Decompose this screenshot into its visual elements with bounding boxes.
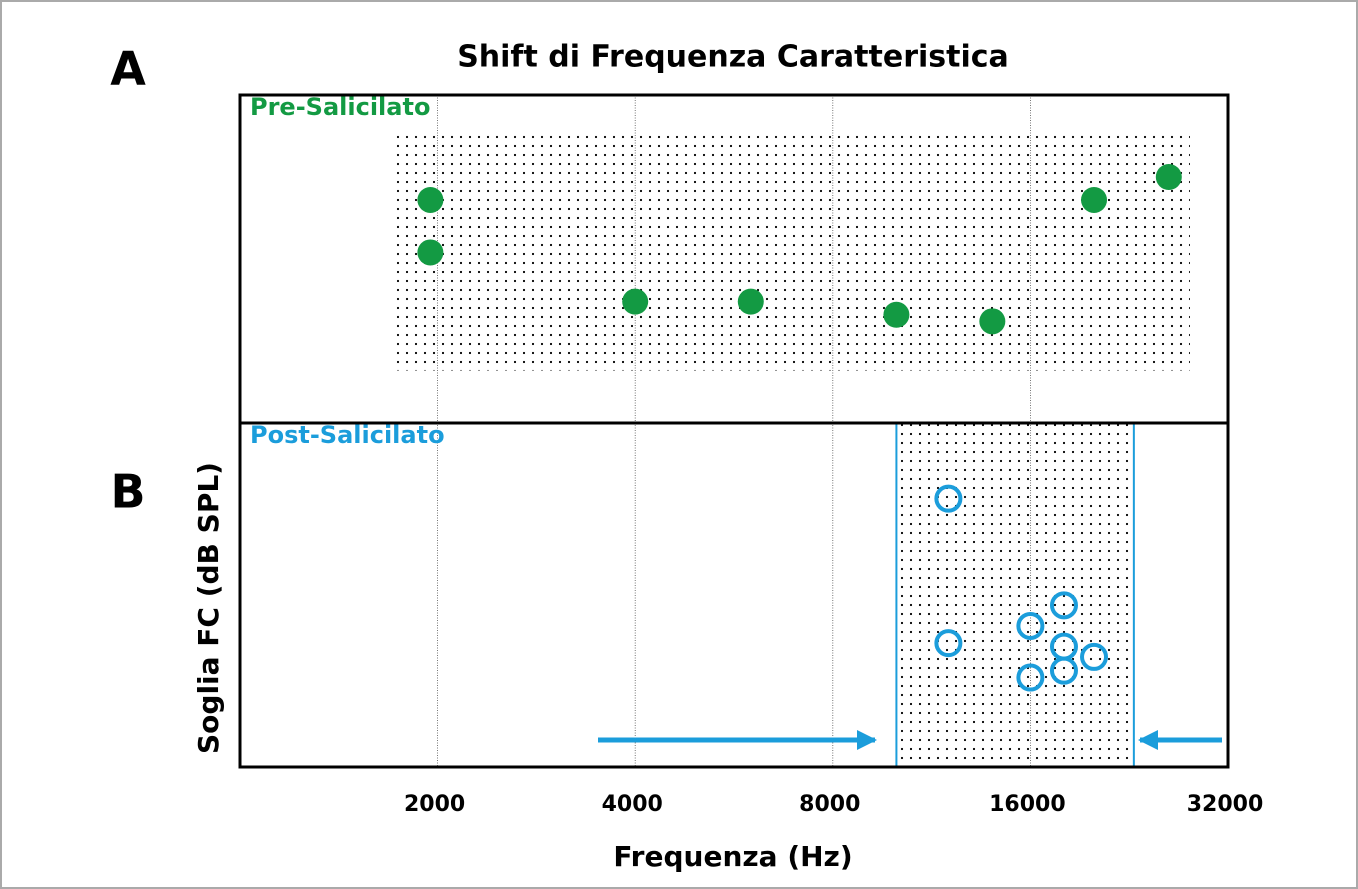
data-point xyxy=(1016,611,1045,640)
data-point xyxy=(1049,591,1078,620)
range-band xyxy=(895,422,1135,768)
data-point xyxy=(737,288,764,315)
data-point xyxy=(1049,656,1078,685)
data-point xyxy=(1155,164,1182,190)
chart-title: Shift di Frequenza Caratteristica xyxy=(457,40,1009,75)
y-axis-label: Soglia FC (dB SPL) xyxy=(192,462,225,754)
data-point xyxy=(417,239,444,266)
panel-name: Post-Salicilato xyxy=(250,421,445,449)
data-point xyxy=(1016,663,1045,692)
data-point xyxy=(1080,642,1109,671)
x-tick-label: 8000 xyxy=(799,792,860,817)
data-point xyxy=(934,484,963,513)
x-axis-label: Frequenza (Hz) xyxy=(613,840,852,873)
panel-label: B xyxy=(110,465,145,519)
x-tick-label: 32000 xyxy=(1187,792,1264,817)
panel-label: A xyxy=(110,42,146,96)
data-point xyxy=(979,308,1006,335)
data-point xyxy=(883,301,910,328)
range-band xyxy=(391,131,1190,371)
x-tick-label: 2000 xyxy=(404,792,465,817)
x-tick-label: 4000 xyxy=(602,792,663,817)
panel-name: Pre-Salicilato xyxy=(250,93,430,121)
data-point xyxy=(622,288,649,315)
data-point xyxy=(1081,186,1108,213)
x-tick-label: 16000 xyxy=(989,792,1066,817)
data-point xyxy=(417,186,444,213)
data-point xyxy=(934,629,963,658)
plot-frame xyxy=(238,93,1230,769)
